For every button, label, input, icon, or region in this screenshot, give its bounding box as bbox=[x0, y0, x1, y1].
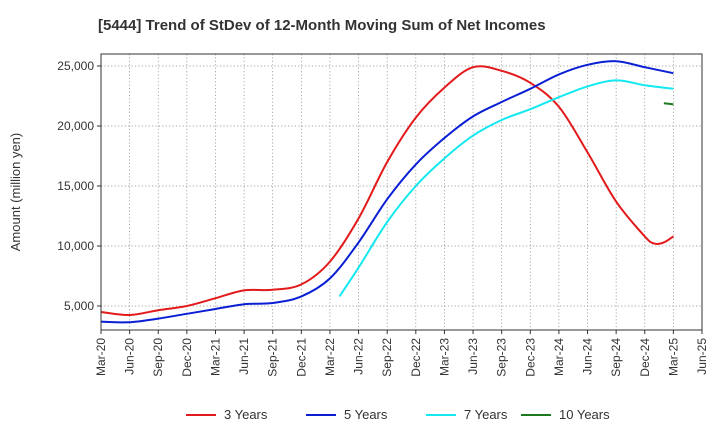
x-tick-label: Sep-20 bbox=[151, 338, 165, 377]
y-tick-label: 25,000 bbox=[57, 59, 94, 73]
x-tick-label: Mar-25 bbox=[666, 338, 680, 376]
series-lines bbox=[100, 60, 674, 324]
x-tick-label: Mar-21 bbox=[208, 338, 222, 376]
axis-ticks: Mar-20 Jun-20 Sep-20 Dec-20 Mar-21 Jun-21 Sep-… bbox=[57, 59, 709, 377]
x-tick-label: Dec-21 bbox=[294, 338, 308, 377]
x-tick-label: Jun-20 bbox=[123, 338, 137, 375]
x-tick-label: Sep-22 bbox=[380, 338, 394, 377]
legend-label-10-years: 10 Years bbox=[559, 407, 610, 422]
x-tick-label: Dec-20 bbox=[180, 338, 194, 377]
legend-label-5-years: 5 Years bbox=[344, 407, 388, 422]
x-tick-label: Jun-22 bbox=[352, 338, 366, 375]
x-tick-label: Mar-22 bbox=[323, 338, 337, 376]
x-tick-label: Dec-23 bbox=[523, 338, 537, 377]
x-tick-label: Jun-24 bbox=[581, 338, 595, 375]
legend-label-3-years: 3 Years bbox=[224, 407, 268, 422]
x-tick-label: Mar-24 bbox=[552, 338, 566, 376]
plot-frame bbox=[100, 53, 703, 331]
y-axis-label: Amount (million yen) bbox=[8, 133, 23, 252]
series-line-5-years bbox=[100, 60, 674, 324]
x-tick-label: Sep-23 bbox=[495, 338, 509, 377]
grid-lines bbox=[100, 54, 703, 330]
y-tick-label: 5,000 bbox=[64, 299, 94, 313]
series-line-3-years bbox=[100, 65, 674, 317]
x-tick-label: Sep-21 bbox=[266, 338, 280, 377]
x-tick-label: Dec-22 bbox=[409, 338, 423, 377]
series-line-7-years bbox=[338, 79, 674, 297]
series-line-10-years bbox=[663, 102, 674, 106]
x-tick-label: Jun-23 bbox=[466, 338, 480, 375]
x-tick-label: Dec-24 bbox=[638, 338, 652, 377]
x-tick-label: Jun-21 bbox=[237, 338, 251, 375]
x-tick-label: Sep-24 bbox=[609, 338, 623, 377]
y-tick-label: 10,000 bbox=[57, 239, 94, 253]
y-tick-label: 20,000 bbox=[57, 119, 94, 133]
legend: 3 Years 5 Years 7 Years 10 Years bbox=[186, 407, 610, 422]
chart-title: [5444] Trend of StDev of 12-Month Moving… bbox=[98, 17, 546, 34]
y-tick-label: 15,000 bbox=[57, 179, 94, 193]
x-tick-label: Mar-23 bbox=[437, 338, 451, 376]
legend-label-7-years: 7 Years bbox=[464, 407, 508, 422]
x-tick-label: Mar-20 bbox=[94, 338, 108, 376]
x-tick-label: Jun-25 bbox=[695, 338, 709, 375]
